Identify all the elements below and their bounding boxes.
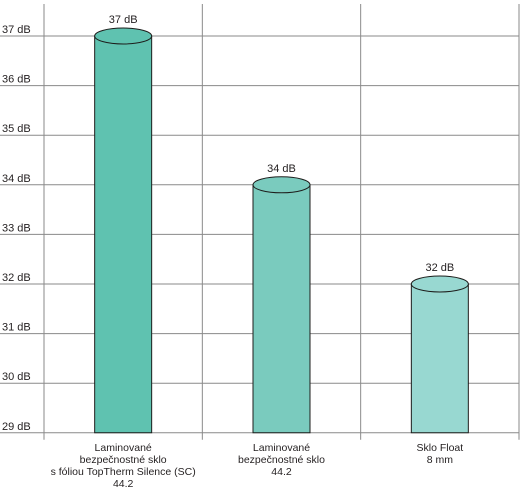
value-label: 37 dB [109, 14, 138, 26]
y-tick-label: 32 dB [2, 272, 31, 284]
bar-body [94, 35, 153, 434]
bar-body [252, 184, 311, 434]
y-tick-label: 29 dB [2, 421, 31, 433]
x-category-label: Laminované bezpečnostné sklo s fóliou TopT… [51, 442, 196, 490]
y-tick-label: 36 dB [2, 74, 31, 86]
y-tick-label: 34 dB [2, 173, 31, 185]
y-tick-label: 30 dB [2, 371, 31, 383]
y-axis-ticks: 29 dB 30 dB 31 dB 32 dB 33 dB 34 dB 35 dB 36 dB… [2, 24, 31, 433]
x-category-label: Sklo Float 8 mm [416, 442, 463, 466]
bar [252, 176, 311, 434]
bar-top-cap [410, 275, 469, 293]
x-category-label: Laminované bezpečnostné sklo 44.2 [238, 442, 325, 478]
value-label: 32 dB [425, 262, 454, 274]
y-tick-label: 33 dB [2, 222, 31, 234]
bar-top-cap [94, 27, 153, 45]
y-tick-label: 31 dB [2, 322, 31, 334]
bar [410, 275, 469, 434]
bar [94, 27, 153, 434]
value-labels: 37 dB 34 dB 32 dB [109, 14, 454, 274]
y-tick-label: 35 dB [2, 123, 31, 135]
bars [94, 27, 469, 434]
y-tick-label: 37 dB [2, 24, 31, 36]
value-label: 34 dB [267, 163, 296, 175]
x-axis-labels: Laminované bezpečnostné sklo s fóliou TopT… [51, 442, 464, 490]
bar-body [410, 283, 469, 434]
bar-top-cap [252, 176, 311, 194]
